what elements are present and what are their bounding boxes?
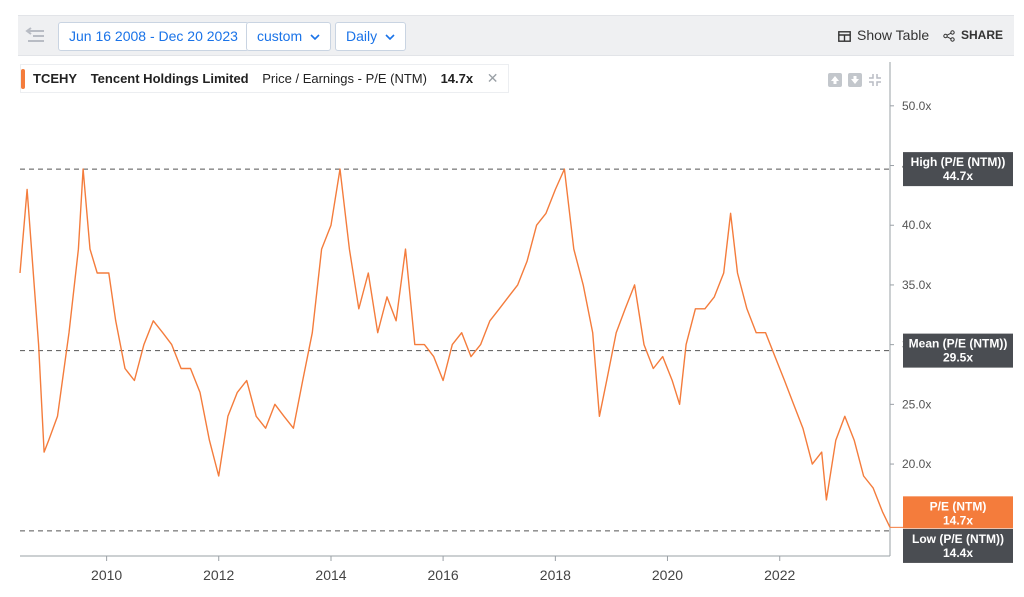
current-value-tag-value: 14.7x [943,513,973,527]
date-range-button[interactable]: Jun 16 2008 - Dec 20 2023 [58,22,249,51]
reference-tag-value: 14.4x [943,546,973,560]
toolbar: Jun 16 2008 - Dec 20 2023 custom Daily S… [18,15,1014,56]
period-select[interactable]: custom [246,22,332,51]
reference-tag-label: Low (P/E (NTM)) [912,532,1004,546]
arrow-down-icon[interactable] [848,73,862,87]
current-value-tag [903,496,1013,529]
current-value-tag-label: P/E (NTM) [930,499,987,513]
legend-metric: Price / Earnings - P/E (NTM) [262,71,427,86]
reference-tag-value: 29.5x [943,351,973,365]
reference-tag-label: Mean (P/E (NTM)) [909,337,1008,351]
reference-tag [903,333,1013,368]
reference-tag [903,152,1013,187]
table-icon [838,30,851,42]
reference-tag-label: High (P/E (NTM)) [911,155,1006,169]
x-tick-label: 2018 [540,567,571,583]
share-button[interactable]: SHARE [943,16,1003,55]
x-tick-label: 2020 [652,567,683,583]
series-legend: TCEHY Tencent Holdings Limited Price / E… [20,64,510,93]
x-tick-label: 2022 [764,567,795,583]
x-tick-label: 2012 [203,567,234,583]
series-swatch [21,69,25,89]
collapse-icon[interactable] [868,73,882,87]
reference-tag-value: 44.7x [943,169,973,183]
y-tick-label: 35.0x [902,278,931,292]
legend-value: 14.7x [440,71,474,86]
legend-ticker: TCEHY [33,71,78,86]
chevron-down-icon [385,34,395,41]
show-table-button[interactable]: Show Table [838,16,929,55]
back-arrow-icon[interactable] [25,25,47,47]
frequency-select[interactable]: Daily [335,22,407,51]
x-tick-label: 2010 [91,567,122,583]
legend-company: Tencent Holdings Limited [90,71,249,86]
arrow-up-icon[interactable] [828,73,842,87]
reference-tag [903,528,1013,563]
x-tick-label: 2016 [428,567,459,583]
x-tick-label: 2014 [315,567,346,583]
chevron-down-icon [310,34,320,41]
y-tick-label: 40.0x [902,218,931,232]
close-icon[interactable]: ✕ [486,70,499,86]
y-tick-label: 20.0x [902,457,931,471]
y-tick-label: 50.0x [902,99,931,113]
share-icon [943,30,955,42]
series-line [19,168,891,528]
y-tick-label: 25.0x [902,397,931,411]
